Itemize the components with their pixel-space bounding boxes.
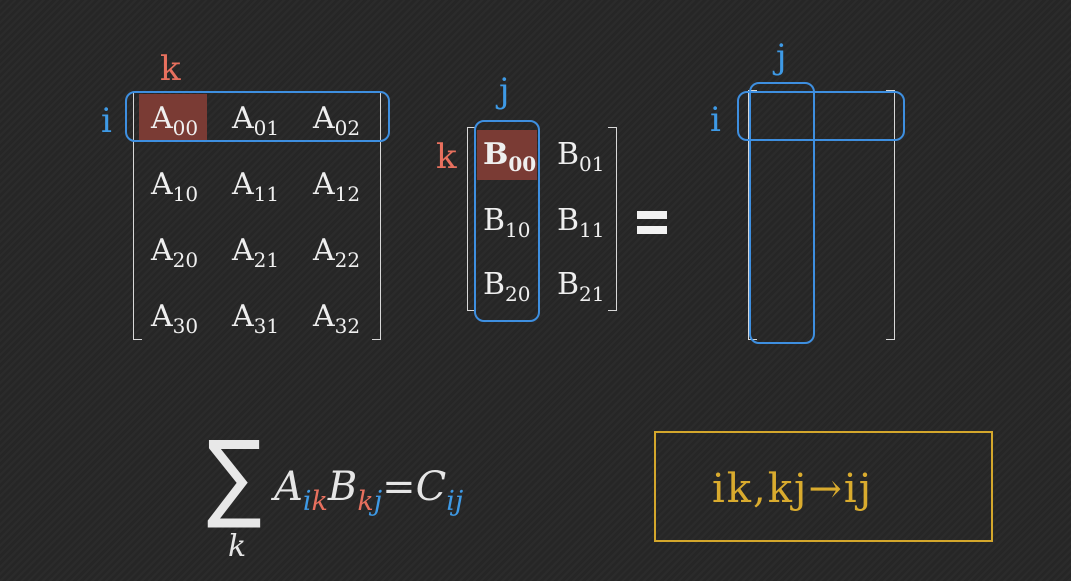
sum-index: k — [228, 529, 247, 564]
sigma-symbol: ∑ — [206, 420, 262, 532]
matrix-b-right-bracket — [608, 127, 617, 311]
j-label-b: j — [499, 71, 510, 111]
matrix-c-right-bracket — [886, 90, 895, 340]
b21-cell: B21 — [557, 267, 605, 306]
b00-cell: B00 — [483, 137, 537, 176]
a02-cell: A02 — [313, 101, 361, 140]
a11-cell: A11 — [232, 167, 280, 206]
formula-expression: AikBkj=Cij — [274, 464, 464, 517]
column-j-highlight-box-c — [749, 82, 815, 344]
a22-cell: A22 — [313, 233, 361, 272]
a12-cell: A12 — [313, 167, 361, 206]
a00-cell: A00 — [151, 101, 199, 140]
b00-highlight — [477, 130, 537, 180]
matrix-b-left-bracket — [467, 127, 476, 311]
a20-cell: A20 — [151, 233, 199, 272]
a00-highlight — [139, 94, 207, 140]
b10-cell: B10 — [483, 203, 531, 242]
j-label-c: j — [776, 37, 787, 77]
a10-cell: A10 — [151, 167, 199, 206]
i-label-a: i — [101, 101, 112, 141]
einsum-notation: ik,kj→ij — [712, 466, 874, 512]
column-j-highlight-box-b — [474, 120, 540, 322]
b11-cell: B11 — [557, 203, 605, 242]
a31-cell: A31 — [232, 299, 280, 338]
k-label-a: k — [160, 49, 181, 89]
a30-cell: A30 — [151, 299, 199, 338]
i-label-c: i — [710, 100, 721, 140]
row-i-highlight-box-a — [125, 91, 390, 142]
a01-cell: A01 — [232, 101, 280, 140]
a32-cell: A32 — [313, 299, 361, 338]
row-i-highlight-box-c — [737, 91, 905, 141]
a21-cell: A21 — [232, 233, 280, 272]
b20-cell: B20 — [483, 267, 531, 306]
k-label-b: k — [436, 137, 457, 177]
b01-cell: B01 — [557, 137, 605, 176]
einsum-box — [654, 431, 993, 542]
